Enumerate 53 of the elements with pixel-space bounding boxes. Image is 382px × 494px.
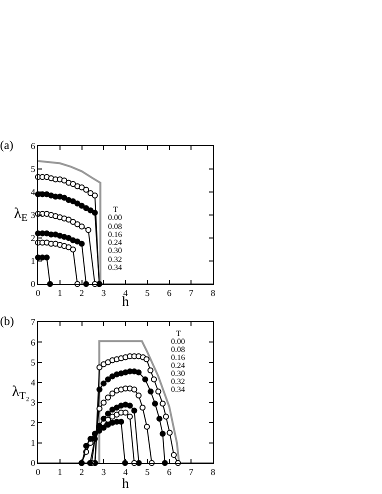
y-tick-label: 5 [30, 164, 36, 174]
y-tick-label: 1 [30, 438, 36, 448]
x-tick-label: 5 [145, 466, 150, 477]
annotation: 0.08 [171, 345, 185, 354]
x-tick-label: 3 [101, 466, 106, 477]
annotation: 0.34 [108, 263, 122, 272]
x-tick-label: 3 [101, 288, 106, 298]
x-tick-label: 8 [210, 288, 216, 298]
annotation: 0.34 [171, 385, 185, 394]
x-tick-label: 8 [210, 466, 216, 477]
x-tick-label: 4 [123, 466, 128, 477]
annotation: 0.00 [108, 213, 122, 222]
annotation: 0.24 [108, 238, 122, 247]
y-tick-label: 0 [30, 458, 36, 468]
x-axis-title: h [122, 295, 129, 310]
y-tick-label: 6 [30, 337, 36, 348]
annotation: 0.16 [171, 353, 185, 362]
x-tick-label: 7 [188, 466, 194, 477]
y-tick-label: 2 [30, 233, 36, 244]
chart-title: (a) [0, 138, 14, 152]
x-tick-label: 7 [188, 288, 194, 298]
y-tick-label: 3 [30, 398, 36, 408]
x-tick-label: 1 [58, 288, 62, 298]
y-tick-label: 1 [30, 256, 36, 266]
annotation: 0.16 [108, 230, 122, 239]
annotation: 0.00 [171, 337, 185, 346]
y-tick-label: 4 [30, 187, 36, 198]
y-tick-label: 4 [30, 378, 36, 388]
x-tick-label: 1 [58, 466, 62, 477]
chart-title: (b) [0, 314, 14, 328]
x-tick-label: 6 [167, 466, 172, 477]
y-tick-label: 3 [30, 210, 36, 220]
y-tick-label: 5 [30, 357, 36, 368]
x-tick-label: 4 [123, 288, 128, 298]
annotation: 0.08 [108, 222, 122, 231]
y-tick-label: 7 [30, 317, 36, 328]
y-axis-title: λ$_{E}$ [14, 206, 28, 224]
x-axis-title: h [122, 477, 129, 492]
annotation: 0.24 [171, 361, 185, 370]
x-tick-label: 2 [80, 466, 84, 477]
annotation: 0.32 [171, 377, 185, 386]
annotation: 0.30 [108, 246, 122, 255]
x-tick-label: 6 [167, 288, 172, 298]
y-tick-label: 0 [30, 279, 36, 290]
annotation: T [113, 205, 118, 214]
y-axis-title: λ$_{T₂}$ [12, 384, 30, 402]
annotation: T [176, 329, 181, 338]
annotation: 0.30 [171, 369, 185, 378]
y-tick-label: 2 [30, 418, 36, 428]
x-tick-label: 5 [145, 288, 150, 298]
y-tick-label: 6 [30, 141, 36, 152]
x-tick-label: 2 [80, 288, 84, 298]
annotation: 0.32 [108, 255, 122, 264]
